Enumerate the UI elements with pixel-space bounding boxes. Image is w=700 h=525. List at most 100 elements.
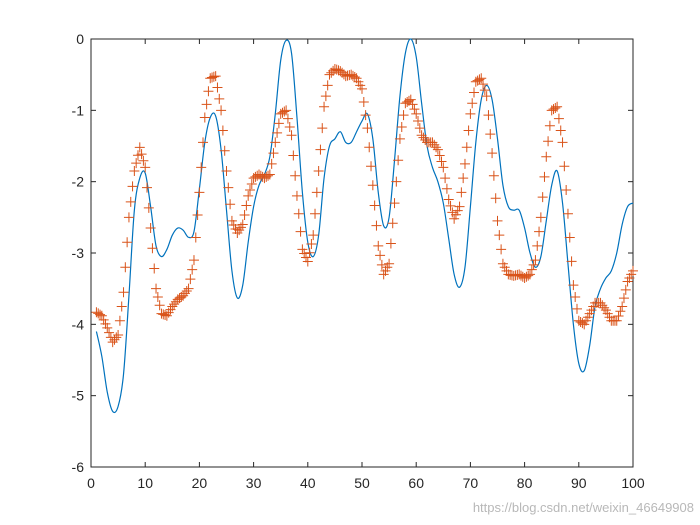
y-tick-label: -2 <box>72 174 85 190</box>
x-tick-label: 50 <box>354 475 370 491</box>
plus-marker <box>288 150 299 161</box>
plus-marker <box>125 196 136 207</box>
plus-marker <box>407 99 418 110</box>
plus-marker <box>387 218 398 229</box>
plus-marker <box>212 82 223 93</box>
plus-marker <box>375 250 386 261</box>
plus-marker <box>454 201 465 212</box>
plus-marker <box>264 169 275 180</box>
plus-marker <box>297 244 308 255</box>
plus-marker <box>237 219 248 230</box>
plus-marker <box>613 311 624 322</box>
x-tick-label: 20 <box>192 475 208 491</box>
plot-area <box>90 38 634 468</box>
plus-marker <box>199 112 210 123</box>
plus-marker <box>371 220 382 231</box>
plus-marker <box>561 184 572 195</box>
plus-marker <box>104 327 115 338</box>
plus-marker <box>140 162 151 173</box>
plus-marker <box>102 322 113 333</box>
plus-marker <box>535 212 546 223</box>
plus-marker <box>358 97 369 108</box>
plus-marker <box>481 91 492 102</box>
plus-marker <box>308 230 319 241</box>
x-tick-label: 0 <box>87 475 95 491</box>
plus-marker <box>367 180 378 191</box>
plus-marker <box>459 158 470 169</box>
plus-marker <box>188 255 199 266</box>
plus-marker <box>456 187 467 198</box>
plus-marker <box>203 86 214 97</box>
plus-marker <box>190 232 201 243</box>
plus-marker <box>290 170 301 181</box>
plus-marker <box>555 125 566 136</box>
plus-marker <box>273 118 284 129</box>
plus-marker <box>562 208 573 219</box>
y-tick-label: -3 <box>72 245 85 261</box>
plus-marker <box>311 187 322 198</box>
plus-marker <box>95 309 106 320</box>
plus-marker <box>364 142 375 153</box>
plus-marker <box>187 264 198 275</box>
plus-marker <box>461 142 472 153</box>
plus-marker <box>373 240 384 251</box>
plus-marker <box>302 256 313 267</box>
plus-marker <box>282 113 293 124</box>
plus-marker <box>413 116 424 127</box>
y-axis-ticks: 0 -1 -2 -3 -4 -5 -6 <box>72 31 633 475</box>
plus-marker <box>449 213 460 224</box>
plus-marker <box>136 149 147 160</box>
plus-marker <box>543 136 554 147</box>
plus-marker <box>100 318 111 329</box>
plus-marker <box>223 182 234 193</box>
plus-marker <box>192 209 203 220</box>
plus-marker <box>476 73 487 84</box>
plus-marker <box>116 301 127 312</box>
plus-marker <box>217 125 228 136</box>
plus-marker <box>315 144 326 155</box>
plus-marker <box>147 243 158 254</box>
plus-marker <box>570 291 581 302</box>
plus-marker <box>398 110 409 121</box>
plus-marker <box>145 223 156 234</box>
x-tick-label: 90 <box>571 475 587 491</box>
plus-marker <box>440 173 451 184</box>
plus-marker <box>320 91 331 102</box>
plus-marker <box>357 83 367 94</box>
plus-marker <box>541 151 552 162</box>
plus-marker <box>376 259 387 270</box>
plus-marker <box>443 194 454 205</box>
plus-marker <box>244 184 255 195</box>
plus-marker <box>615 306 626 317</box>
plus-marker <box>479 85 490 96</box>
plus-marker <box>369 200 380 211</box>
plus-marker <box>432 144 443 155</box>
plus-marker <box>452 205 463 216</box>
plus-marker <box>198 137 209 148</box>
plus-marker <box>272 127 283 138</box>
plus-marker <box>526 264 537 275</box>
plus-marker <box>492 215 503 226</box>
series-layer <box>91 38 638 414</box>
plus-marker <box>628 265 638 276</box>
plus-marker <box>530 255 541 266</box>
plus-marker <box>310 208 321 219</box>
plus-marker <box>98 314 109 325</box>
plus-marker <box>411 108 422 119</box>
plus-marker <box>568 280 579 291</box>
y-tick-label: -6 <box>72 459 85 475</box>
plus-marker <box>483 110 494 121</box>
plus-marker <box>617 301 628 312</box>
plus-marker <box>299 248 310 259</box>
x-tick-label: 70 <box>463 475 479 491</box>
x-tick-label: 80 <box>517 475 533 491</box>
plus-marker <box>431 142 442 153</box>
plus-marker <box>266 158 277 169</box>
plus-marker <box>391 176 402 187</box>
plus-marker <box>122 237 133 248</box>
plus-marker <box>362 123 373 134</box>
plus-marker <box>409 104 420 115</box>
plus-marker <box>279 106 290 117</box>
plus-marker <box>450 209 461 220</box>
